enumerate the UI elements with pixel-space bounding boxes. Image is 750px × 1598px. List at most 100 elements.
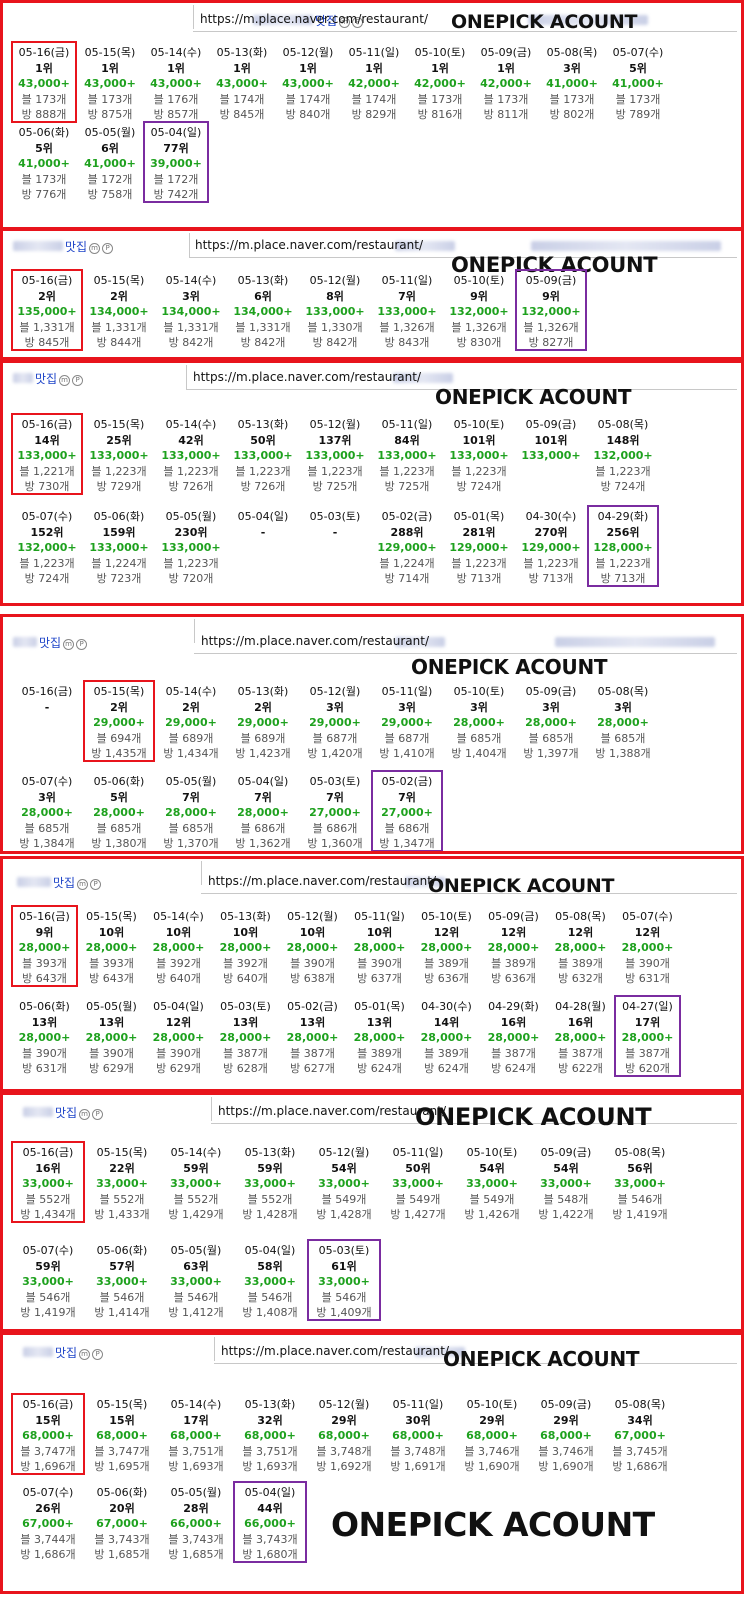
day-price: 68,000+ bbox=[244, 1429, 296, 1442]
keyword-label: 맛집 m P bbox=[55, 1104, 104, 1121]
day-rank: 101위 bbox=[462, 433, 496, 447]
keyword-text: 맛집 bbox=[53, 876, 76, 890]
day-visit-count: 방 726개 bbox=[240, 480, 286, 493]
day-blog-count: 블 392개 bbox=[223, 956, 268, 970]
day-cell: 05-11(일) 1위 42,000+ 블 174개 방 829개 bbox=[341, 41, 407, 123]
day-cell: 05-05(월) 230위 133,000+ 블 1,223개 방 720개 bbox=[155, 505, 227, 587]
day-price: 29,000+ bbox=[381, 716, 433, 729]
day-cell: 05-16(금) - bbox=[11, 680, 83, 762]
day-visit-count: 방 843개 bbox=[384, 336, 430, 349]
place-url[interactable]: https://m.place.naver.com/restaurant/ bbox=[200, 12, 428, 26]
day-visit-count: 방 1,384개 bbox=[19, 837, 75, 850]
day-blog-count: 블 686개 bbox=[240, 821, 286, 835]
day-blog-count: 블 389개 bbox=[357, 1046, 402, 1060]
day-visit-count: 방 640개 bbox=[223, 972, 268, 985]
day-visit-count: 방 1,360개 bbox=[307, 837, 363, 850]
day-cell: 04-29(화) 256위 128,000+ 블 1,223개 방 713개 bbox=[587, 505, 659, 587]
day-visit-count: 방 622개 bbox=[558, 1062, 603, 1075]
day-visit-count: 방 1,420개 bbox=[307, 747, 363, 760]
day-price: 43,000+ bbox=[282, 77, 334, 90]
day-date: 05-07(수) bbox=[22, 1244, 74, 1257]
day-blog-count: 블 173개 bbox=[483, 92, 529, 106]
day-rank: 28위 bbox=[183, 1501, 209, 1515]
day-date: 05-09(금) bbox=[540, 1146, 592, 1159]
day-cell: 05-09(금) 9위 132,000+ 블 1,326개 방 827개 bbox=[515, 269, 587, 351]
p-badge-icon: P bbox=[352, 17, 364, 28]
day-date: 05-14(수) bbox=[150, 46, 202, 59]
day-date: 05-15(목) bbox=[96, 1146, 148, 1159]
day-blog-count: 블 552개 bbox=[247, 1192, 293, 1206]
day-blog-count: 블 1,223개 bbox=[595, 464, 651, 478]
day-rank: 57위 bbox=[109, 1259, 135, 1273]
place-url[interactable]: https://m.place.naver.com/restaurant/ bbox=[218, 1104, 446, 1118]
blurred-name-placeholder bbox=[393, 373, 453, 383]
day-cell: 05-14(수) 42위 133,000+ 블 1,223개 방 726개 bbox=[155, 413, 227, 495]
day-rank: 2위 bbox=[110, 700, 128, 714]
day-cell: 05-10(토) 101위 133,000+ 블 1,223개 방 724개 bbox=[443, 413, 515, 495]
day-price: 41,000+ bbox=[612, 77, 664, 90]
day-cell: 05-15(목) 10위 28,000+ 블 393개 방 643개 bbox=[78, 905, 145, 987]
day-price: 28,000+ bbox=[18, 1031, 71, 1044]
day-date: 05-08(목) bbox=[597, 685, 649, 698]
day-date: 05-12(월) bbox=[309, 274, 361, 287]
day-rank: 3위 bbox=[326, 700, 344, 714]
day-cell: 05-12(월) 3위 29,000+ 블 687개 방 1,420개 bbox=[299, 680, 371, 762]
day-cell: 05-06(화) 5위 41,000+ 블 173개 방 776개 bbox=[11, 121, 77, 203]
day-date: 05-03(토) bbox=[309, 775, 361, 788]
day-date: 05-13(화) bbox=[237, 274, 289, 287]
day-cell: 05-05(월) 28위 66,000+ 블 3,743개 방 1,685개 bbox=[159, 1481, 233, 1563]
day-date: 05-07(수) bbox=[22, 1486, 74, 1499]
day-price: 68,000+ bbox=[96, 1429, 148, 1442]
day-date: 05-12(월) bbox=[309, 418, 361, 431]
day-cell: 05-04(일) 44위 66,000+ 블 3,743개 방 1,680개 bbox=[233, 1481, 307, 1563]
day-rank: 10위 bbox=[98, 925, 125, 939]
day-price: 68,000+ bbox=[466, 1429, 518, 1442]
day-rank: 54위 bbox=[331, 1161, 357, 1175]
day-row: 05-16(금) 14위 133,000+ 블 1,221개 방 730개 05-15(목… bbox=[11, 413, 737, 495]
day-rank: 16위 bbox=[567, 1015, 594, 1029]
day-cell: 05-07(수) 152위 132,000+ 블 1,223개 방 724개 bbox=[11, 505, 83, 587]
day-price: 29,000+ bbox=[309, 716, 361, 729]
day-rank: 1위 bbox=[497, 61, 515, 75]
place-url[interactable]: https://m.place.naver.com/restaurant/ bbox=[195, 238, 423, 252]
day-price: 68,000+ bbox=[318, 1429, 370, 1442]
day-date: 05-16(금) bbox=[22, 1146, 74, 1159]
day-rank: - bbox=[44, 700, 50, 714]
day-blog-count: 블 685개 bbox=[528, 731, 574, 745]
day-rank: 5위 bbox=[35, 141, 53, 155]
day-rank: 1위 bbox=[431, 61, 449, 75]
place-url[interactable]: https://m.place.naver.com/restaurant/ bbox=[193, 370, 421, 384]
place-url[interactable]: https://m.place.naver.com/restaurant/ bbox=[208, 874, 436, 888]
day-blog-count bbox=[227, 556, 299, 572]
day-row: 05-16(금) 15위 68,000+ 블 3,747개 방 1,696개 05-15(… bbox=[11, 1393, 737, 1475]
day-visit-count: 방 842개 bbox=[168, 336, 214, 349]
day-price: 132,000+ bbox=[521, 305, 581, 318]
day-cell: 05-12(월) 137위 133,000+ 블 1,223개 방 725개 bbox=[299, 413, 371, 495]
panel-title: ONEPICK ACOUNT bbox=[435, 385, 632, 409]
day-cell: 05-10(토) 3위 28,000+ 블 685개 방 1,404개 bbox=[443, 680, 515, 762]
place-url[interactable]: https://m.place.naver.com/restaurant/ bbox=[221, 1344, 449, 1358]
day-blog-count: 블 390개 bbox=[22, 1046, 67, 1060]
day-date: 05-02(금) bbox=[381, 510, 433, 523]
day-date: 05-09(금) bbox=[525, 418, 577, 431]
day-visit-count: 방 1,690개 bbox=[538, 1460, 594, 1473]
day-visit-count: 방 1,696개 bbox=[20, 1460, 76, 1473]
blurred-name-placeholder bbox=[253, 15, 313, 25]
place-url[interactable]: https://m.place.naver.com/restaurant/ bbox=[201, 634, 429, 648]
day-rank: 3위 bbox=[614, 700, 632, 714]
day-date: 05-11(일) bbox=[381, 685, 433, 698]
day-visit-count: 방 637개 bbox=[357, 972, 402, 985]
day-rank: 101위 bbox=[534, 433, 568, 447]
day-visit-count: 방 1,685개 bbox=[94, 1548, 150, 1561]
day-blog-count: 블 1,223개 bbox=[163, 556, 219, 570]
day-date: 05-05(월) bbox=[86, 1000, 137, 1013]
day-visit-count: 방 726개 bbox=[168, 480, 214, 493]
day-cell: 04-30(수) 270위 129,000+ 블 1,223개 방 713개 bbox=[515, 505, 587, 587]
day-cell: 05-09(금) 3위 28,000+ 블 685개 방 1,397개 bbox=[515, 680, 587, 762]
day-visit-count: 방 1,412개 bbox=[168, 1306, 224, 1319]
day-rank: 288위 bbox=[390, 525, 424, 539]
day-price: 28,000+ bbox=[487, 1031, 540, 1044]
day-cell: 05-16(금) 9위 28,000+ 블 393개 방 643개 bbox=[11, 905, 78, 987]
